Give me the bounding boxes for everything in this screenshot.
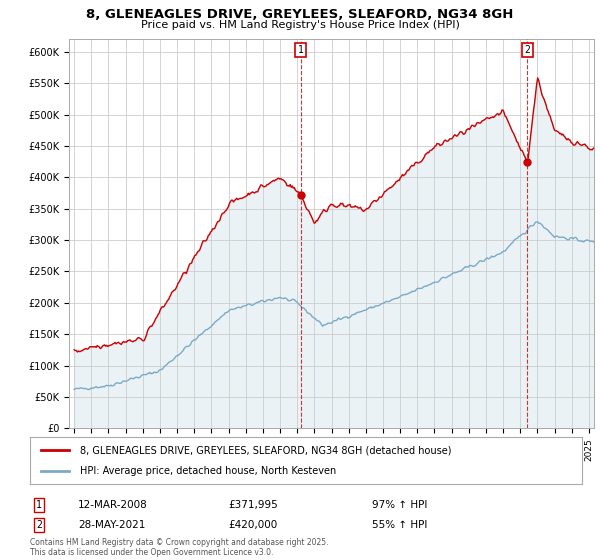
Text: 12-MAR-2008: 12-MAR-2008	[78, 500, 148, 510]
Text: 8, GLENEAGLES DRIVE, GREYLEES, SLEAFORD, NG34 8GH: 8, GLENEAGLES DRIVE, GREYLEES, SLEAFORD,…	[86, 8, 514, 21]
Text: Contains HM Land Registry data © Crown copyright and database right 2025.
This d: Contains HM Land Registry data © Crown c…	[30, 538, 329, 557]
Text: 1: 1	[298, 45, 304, 55]
Text: 2: 2	[36, 520, 42, 530]
Text: 2: 2	[524, 45, 530, 55]
Text: £420,000: £420,000	[228, 520, 277, 530]
Text: 55% ↑ HPI: 55% ↑ HPI	[372, 520, 427, 530]
Text: 8, GLENEAGLES DRIVE, GREYLEES, SLEAFORD, NG34 8GH (detached house): 8, GLENEAGLES DRIVE, GREYLEES, SLEAFORD,…	[80, 445, 451, 455]
Text: £371,995: £371,995	[228, 500, 278, 510]
Text: 28-MAY-2021: 28-MAY-2021	[78, 520, 145, 530]
Text: 1: 1	[36, 500, 42, 510]
Text: HPI: Average price, detached house, North Kesteven: HPI: Average price, detached house, Nort…	[80, 466, 336, 476]
Text: Price paid vs. HM Land Registry's House Price Index (HPI): Price paid vs. HM Land Registry's House …	[140, 20, 460, 30]
Text: 97% ↑ HPI: 97% ↑ HPI	[372, 500, 427, 510]
